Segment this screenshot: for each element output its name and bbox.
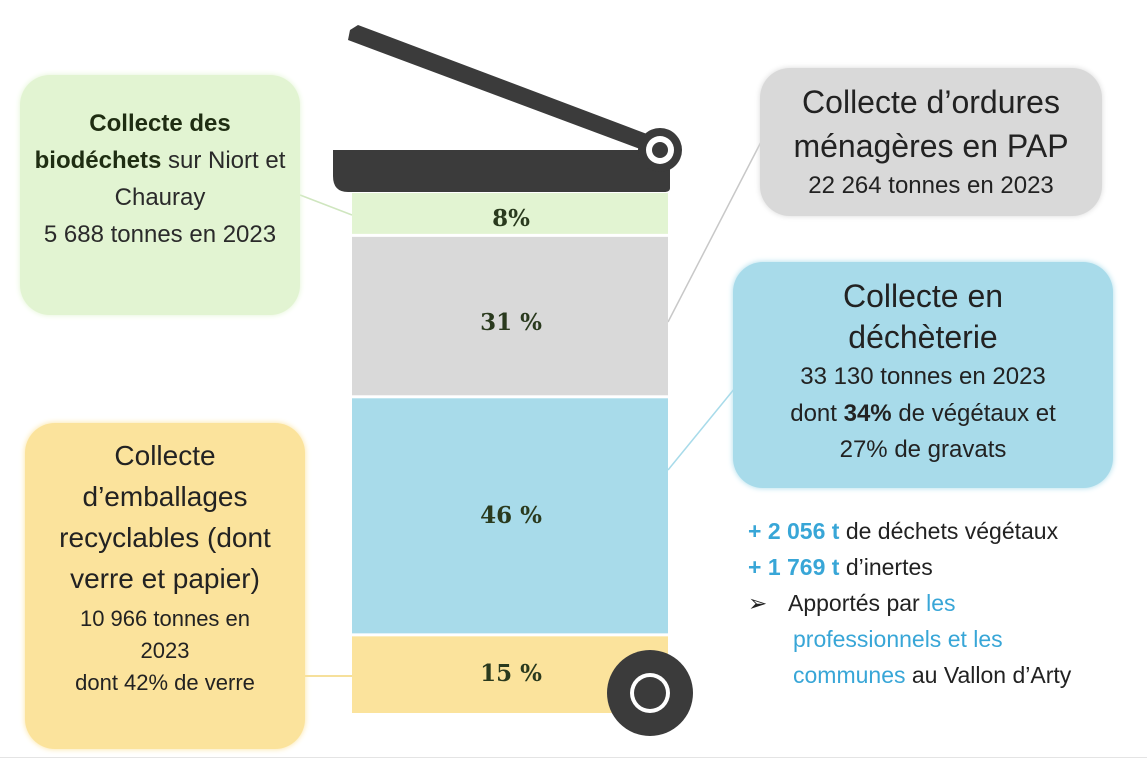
ordures-box: Collecte d’ordures ménagères en PAP 22 2… bbox=[760, 68, 1102, 216]
biodechets-tonnage: 5 688 tonnes en 2023 bbox=[43, 221, 277, 248]
segment-label-biodechets: 8% bbox=[492, 205, 530, 232]
decheterie-title-line2: déchèterie bbox=[848, 319, 998, 355]
segment-label-emballages: 15 % bbox=[480, 660, 542, 687]
apport-link3: communes bbox=[793, 662, 906, 688]
segment-ordures bbox=[352, 236, 668, 396]
vegetaux-text: de déchets végétaux bbox=[839, 518, 1059, 544]
decheterie-detail-pre: dont bbox=[790, 400, 844, 427]
arrow-icon: ➢ bbox=[748, 590, 768, 616]
segment-biodechets bbox=[352, 193, 668, 234]
inertes-amount: + 1 769 t bbox=[748, 554, 840, 580]
bullet-apport: ➢ Apportés par les bbox=[748, 585, 1147, 621]
biodechets-title-bold: Collecte des biodéchets bbox=[34, 110, 231, 174]
bin-wheel-inner bbox=[634, 677, 666, 709]
apport-link2: professionnels et les bbox=[793, 626, 1003, 652]
ordures-tonnage: 22 264 tonnes en 2023 bbox=[808, 172, 1054, 199]
connector-biodechets bbox=[299, 194, 353, 216]
decheterie-detail: dont 34% de végétaux et bbox=[741, 396, 1105, 432]
connector-decheterie bbox=[667, 387, 736, 471]
apport-pre: Apportés par bbox=[788, 590, 927, 616]
decheterie-detail-bold: 34% bbox=[843, 400, 892, 427]
biodechets-box: Collecte des biodéchets sur Niort et Cha… bbox=[20, 75, 300, 315]
vegetaux-amount: + 2 056 t bbox=[748, 518, 840, 544]
emballages-detail: dont 42% de verre bbox=[75, 670, 255, 695]
decheterie-title-line1: Collecte en bbox=[842, 278, 1004, 314]
decheterie-box: Collecte en déchèterie 33 130 tonnes en … bbox=[733, 262, 1113, 488]
decheterie-detail-line2: 27% de gravats bbox=[839, 436, 1007, 463]
apport-post: au Vallon d’Arty bbox=[905, 662, 1072, 688]
emballages-title: Collecte d’emballages recyclables (dont … bbox=[59, 440, 271, 594]
biodechets-title-rest: sur Niort et Chauray bbox=[114, 147, 286, 211]
additional-info: + 2 056 t de déchets végétaux + 1 769 t … bbox=[748, 513, 1147, 693]
apport-link1: les bbox=[926, 590, 956, 616]
ordures-title-line2: ménagères en PAP bbox=[793, 128, 1069, 164]
segment-decheterie bbox=[352, 398, 668, 634]
decheterie-tonnage: 33 130 tonnes en 2023 bbox=[800, 363, 1046, 390]
emballages-box: Collecte d’emballages recyclables (dont … bbox=[25, 423, 305, 749]
bullet-inertes: + 1 769 t d’inertes bbox=[748, 549, 1147, 585]
inertes-text: d’inertes bbox=[839, 554, 933, 580]
decheterie-detail-post: de végétaux et bbox=[891, 400, 1056, 427]
bottom-divider bbox=[0, 757, 1147, 758]
bin-lid-handle bbox=[348, 25, 663, 155]
connector-ordures bbox=[667, 139, 763, 323]
bin-lid bbox=[333, 150, 670, 192]
bin-hinge-inner bbox=[652, 142, 668, 158]
emballages-tonnage: 10 966 tonnes en 2023 bbox=[79, 606, 251, 663]
bullet-vegetaux: + 2 056 t de déchets végétaux bbox=[748, 513, 1147, 549]
segment-label-decheterie: 46 % bbox=[480, 502, 542, 529]
ordures-title-line1: Collecte d’ordures bbox=[802, 84, 1060, 120]
apport-line3: communes au Vallon d’Arty bbox=[748, 657, 1147, 693]
segment-label-ordures: 31 % bbox=[480, 309, 542, 336]
